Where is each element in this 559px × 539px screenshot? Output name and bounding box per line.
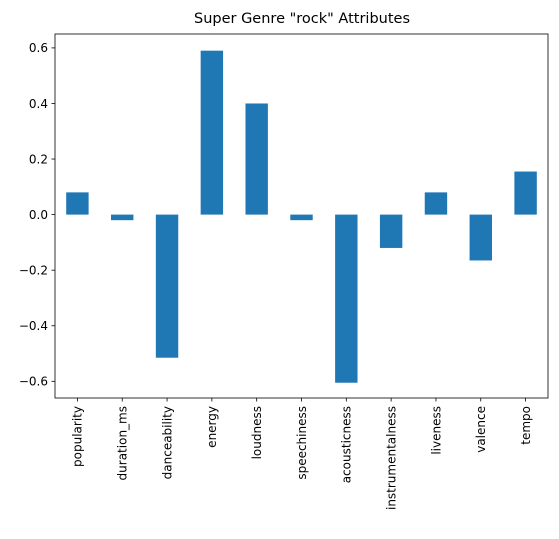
x-tick-label-danceability: danceability bbox=[160, 406, 174, 479]
bar-energy bbox=[200, 50, 224, 215]
x-tick-label-liveness: liveness bbox=[429, 406, 443, 455]
x-tick-label-speechiness: speechiness bbox=[295, 406, 309, 480]
y-tick-label: 0.0 bbox=[29, 208, 48, 222]
y-tick-label: 0.4 bbox=[29, 97, 48, 111]
bar-tempo bbox=[514, 171, 537, 215]
y-tick-label: −0.2 bbox=[19, 263, 48, 277]
y-tick-label: −0.6 bbox=[19, 375, 48, 389]
bar-acousticness bbox=[335, 214, 358, 383]
y-tick-label: 0.6 bbox=[29, 41, 48, 55]
x-tick-label-tempo: tempo bbox=[519, 406, 533, 445]
x-tick-label-popularity: popularity bbox=[71, 406, 85, 467]
y-tick-label: 0.2 bbox=[29, 152, 48, 166]
y-axis: −0.6 −0.4 −0.2 0.0 0.2 0.4 0.6 bbox=[19, 41, 55, 389]
x-tick-label-duration_ms: duration_ms bbox=[116, 406, 130, 480]
bar-danceability bbox=[155, 214, 179, 358]
plot-frame bbox=[54, 33, 549, 399]
bars-group bbox=[66, 50, 537, 383]
bar-speechiness bbox=[290, 214, 313, 221]
bar-duration_ms bbox=[111, 214, 134, 221]
x-tick-label-instrumentalness: instrumentalness bbox=[384, 406, 398, 510]
bar-liveness bbox=[424, 192, 448, 215]
x-tick-label-loudness: loudness bbox=[250, 406, 264, 459]
bar-loudness bbox=[245, 103, 268, 215]
x-axis: popularity duration_ms danceability energy l… bbox=[71, 398, 533, 510]
bar-instrumentalness bbox=[379, 214, 403, 248]
x-tick-label-acousticness: acousticness bbox=[340, 406, 354, 483]
x-tick-label-energy: energy bbox=[205, 406, 219, 448]
y-tick-label: −0.4 bbox=[19, 319, 48, 333]
bar-valence bbox=[469, 214, 492, 261]
bar-popularity bbox=[66, 192, 89, 215]
chart-title: Super Genre "rock" Attributes bbox=[194, 11, 410, 27]
x-tick-label-valence: valence bbox=[474, 406, 488, 453]
